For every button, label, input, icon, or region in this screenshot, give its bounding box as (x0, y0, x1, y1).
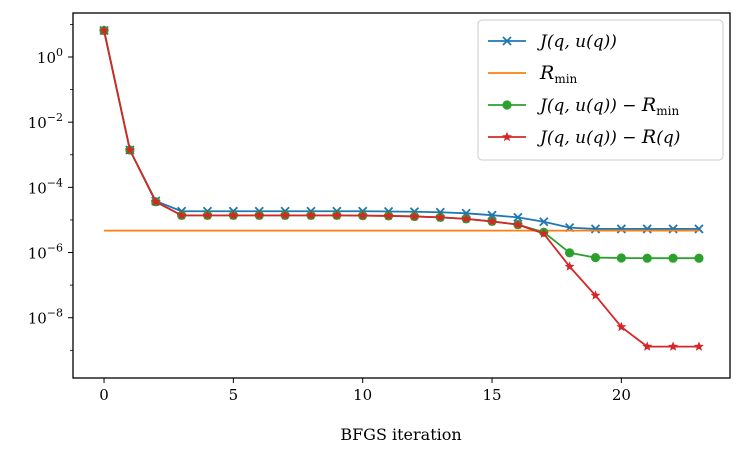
x-tick-label: 20 (612, 386, 631, 404)
data-point (487, 216, 497, 226)
legend-entry: J(q, u(q)) (488, 32, 617, 52)
marker-stroke (616, 224, 626, 234)
data-point (590, 224, 601, 234)
legend-label: J(q, u(q)) (537, 32, 617, 52)
data-point (694, 253, 704, 263)
data-point (539, 217, 549, 227)
data-point (306, 210, 316, 220)
data-point (642, 224, 652, 234)
data-point (502, 100, 512, 110)
marker-stroke (513, 212, 523, 222)
data-point (616, 253, 626, 263)
data-point (616, 224, 626, 234)
data-point (124, 144, 135, 155)
marker-stroke (642, 224, 652, 234)
y-tick-label: 10−6 (28, 242, 63, 263)
marker-stroke (590, 224, 601, 234)
data-point (99, 25, 109, 35)
data-point (590, 290, 601, 300)
data-point (642, 253, 652, 263)
data-point (513, 212, 523, 222)
y-tick-label: 10−8 (28, 307, 63, 328)
series (99, 25, 704, 351)
y-tick-label: 10−2 (28, 111, 63, 132)
data-point (409, 211, 420, 221)
data-point (694, 224, 704, 234)
data-point (565, 248, 575, 258)
tick-labels: 0 5 10 15 20 100 10−2 10−4 10−6 10−8 (28, 46, 631, 404)
x-axis-label: BFGS iteration (340, 425, 461, 444)
marker-stroke (502, 36, 512, 46)
data-point (228, 210, 239, 220)
data-point (590, 252, 601, 263)
data-point (668, 224, 678, 234)
data-point (176, 210, 187, 220)
plot-frame (72, 12, 731, 379)
data-point (694, 341, 704, 351)
marker-stroke (539, 217, 549, 227)
data-point (502, 36, 512, 46)
marker-stroke (668, 224, 678, 234)
series-line (103, 30, 699, 348)
data-point (331, 210, 342, 220)
data-point (668, 253, 678, 263)
x-tick-label: 0 (99, 386, 109, 404)
data-point (202, 210, 213, 220)
data-point (502, 131, 512, 142)
data-point (435, 212, 446, 222)
legend-entry: Rmin (488, 62, 578, 86)
plot-series (99, 25, 704, 351)
data-point (280, 210, 291, 220)
data-point (357, 210, 368, 220)
data-point (254, 210, 265, 220)
legend-entry: J(q, u(q)) − R(q) (488, 126, 680, 148)
x-tick-label: 5 (229, 386, 239, 404)
legend: J(q, u(q)) Rmin J(q, u(q)) − Rmin J(q, u(q)… (477, 19, 724, 161)
legend-entry: J(q, u(q)) − Rmin (488, 94, 679, 118)
data-point (383, 210, 394, 221)
marker-stroke (694, 224, 704, 234)
data-point (668, 341, 679, 351)
data-point (616, 321, 627, 332)
y-tick-label: 100 (37, 46, 63, 67)
data-point (538, 228, 549, 238)
series-line (103, 30, 699, 230)
y-tick-label: 10−4 (28, 176, 63, 197)
data-point (150, 196, 161, 207)
x-tick-label: 15 (482, 386, 501, 404)
data-point (564, 261, 575, 271)
data-point (642, 341, 653, 351)
legend-label: J(q, u(q)) − Rmin (537, 94, 679, 118)
legend-label: J(q, u(q)) − R(q) (537, 126, 680, 148)
legend-box (477, 19, 724, 161)
x-tick-label: 10 (353, 386, 372, 404)
data-point (461, 213, 472, 224)
legend-label: Rmin (539, 62, 578, 86)
data-point (512, 219, 523, 229)
